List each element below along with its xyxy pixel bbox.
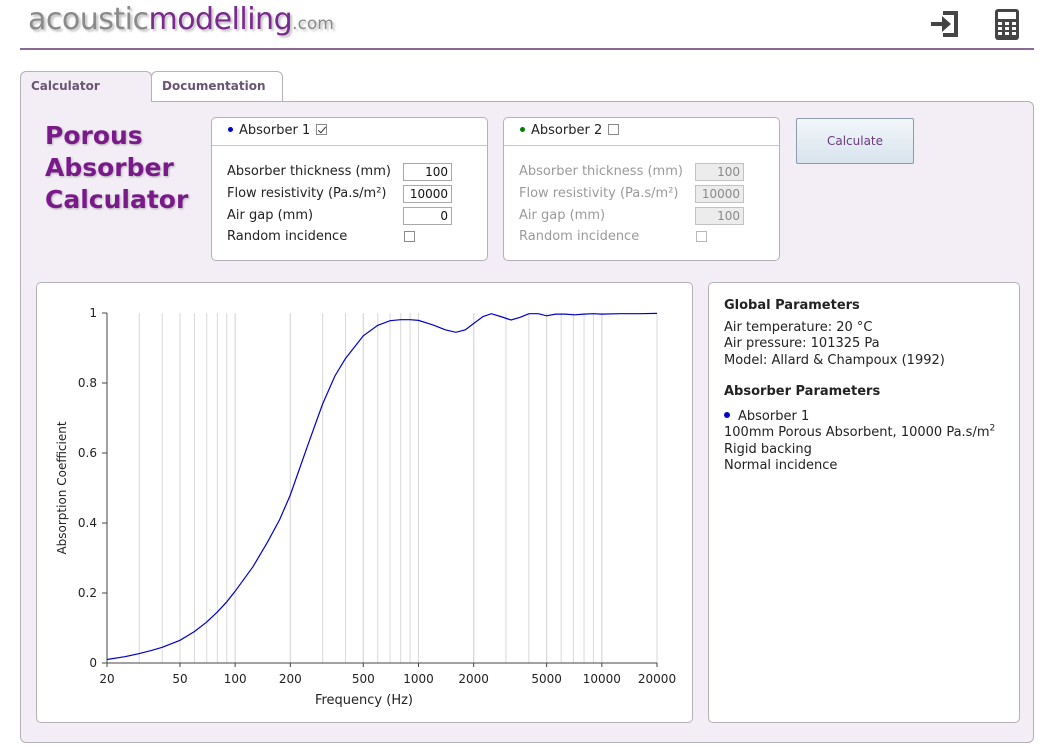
title-line: Calculator: [45, 185, 189, 214]
absorber-1-random-incidence-label: Random incidence: [227, 229, 348, 244]
tab-calculator[interactable]: Calculator: [20, 71, 152, 102]
absorber-2-enable-checkbox[interactable]: [608, 124, 620, 135]
absorber-2-label: Absorber 2: [531, 123, 603, 138]
x-tick-label: 50: [172, 672, 187, 686]
y-tick-label: 0.8: [78, 376, 97, 390]
absorber-1-random-incidence-checkbox[interactable]: [404, 231, 415, 242]
absorber-param-item: Absorber 1: [724, 409, 1019, 426]
absorber-1-header: Absorber 1: [212, 118, 487, 146]
x-tick-label: 20: [99, 672, 114, 686]
absorber-1-thickness-label: Absorber thickness (mm): [227, 164, 391, 179]
x-tick-label: 20000: [638, 672, 676, 686]
calculator-icon[interactable]: [989, 6, 1025, 42]
absorber-param-desc-sup: 2: [989, 423, 996, 434]
absorber-2-thickness-input[interactable]: [695, 163, 744, 181]
calculate-button[interactable]: Calculate: [796, 118, 914, 164]
absorber-1-flow-resistivity-label: Flow resistivity (Pa.s/m²): [227, 186, 387, 201]
absorber-param-item-label: Absorber 1: [738, 408, 810, 424]
absorber-2-random-incidence-label: Random incidence: [519, 229, 640, 244]
logo-part-modelling: modelling: [148, 2, 293, 37]
logo-part-com: .com: [292, 14, 334, 34]
absorber-param-desc-main: 100mm Porous Absorbent, 10000 Pa.s/m: [724, 425, 990, 440]
global-param-line: Model: Allard & Champoux (1992): [724, 352, 945, 368]
x-tick-label: 200: [279, 672, 302, 686]
absorber-1-legend-dot-icon: [724, 412, 730, 418]
absorber-2-air-gap-label: Air gap (mm): [519, 208, 606, 223]
absorber-2-random-incidence-checkbox[interactable]: [696, 231, 707, 242]
absorber-1-label: Absorber 1: [239, 123, 311, 138]
x-tick-label: 2000: [458, 672, 489, 686]
absorber-1-thickness-input[interactable]: [403, 163, 452, 181]
absorber-parameters-heading: Absorber Parameters: [724, 384, 881, 399]
absorber-param-description: 100mm Porous Absorbent, 10000 Pa.s/m2: [724, 423, 1019, 442]
header-divider: [20, 48, 1034, 50]
x-axis-label: Frequency (Hz): [315, 693, 413, 708]
title-line: Absorber: [45, 153, 174, 182]
absorber-1-air-gap-input[interactable]: [403, 207, 452, 225]
site-logo[interactable]: acousticmodelling.com: [28, 2, 334, 37]
absorber-param-line: Normal incidence: [724, 458, 838, 473]
y-tick-label: 0: [89, 656, 97, 670]
y-tick-label: 0.4: [78, 516, 97, 530]
parameters-panel: Global Parameters Air temperature: 20 °C…: [708, 282, 1020, 723]
y-tick-label: 0.6: [78, 446, 97, 460]
x-tick-label: 1000: [403, 672, 434, 686]
x-tick-label: 100: [224, 672, 247, 686]
absorber-2-dot-icon: [520, 127, 525, 132]
y-tick-label: 0.2: [78, 586, 97, 600]
series-line-absorber-1: [106, 312, 658, 661]
sign-in-icon[interactable]: [927, 6, 963, 42]
absorber-2-thickness-label: Absorber thickness (mm): [519, 164, 683, 179]
absorber-1-enable-checkbox[interactable]: [316, 124, 328, 135]
absorber-2-flow-resistivity-input[interactable]: [695, 185, 744, 203]
logo-part-acoustic: acoustic: [28, 2, 149, 37]
x-tick-label: 5000: [531, 672, 562, 686]
absorber-1-air-gap-label: Air gap (mm): [227, 208, 314, 223]
global-param-line: Air temperature: 20 °C: [724, 319, 873, 335]
absorber-2-flow-resistivity-label: Flow resistivity (Pa.s/m²): [519, 186, 679, 201]
absorption-chart: 0 0.2 0.4 0.6 0.8 1 20 50 100 200 500 1000 2000 5000 1…: [36, 282, 693, 723]
absorber-2-air-gap-input[interactable]: [695, 207, 744, 225]
absorber-1-dot-icon: [228, 127, 233, 132]
absorber-2-panel: Absorber 2 Absorber thickness (mm) Flow …: [503, 117, 780, 261]
absorber-2-header: Absorber 2: [504, 118, 779, 146]
tab-documentation[interactable]: Documentation: [151, 71, 283, 101]
x-tick-label: 10000: [583, 672, 621, 686]
absorber-1-panel: Absorber 1 Absorber thickness (mm) Flow …: [211, 117, 488, 261]
absorber-1-flow-resistivity-input[interactable]: [403, 185, 452, 203]
y-tick-label: 1: [89, 306, 97, 320]
absorption-chart-svg: 0 0.2 0.4 0.6 0.8 1 20 50 100 200 500 1000 2000 5000 1…: [55, 306, 676, 708]
x-tick-label: 500: [352, 672, 375, 686]
page-title: Porous Absorber Calculator: [45, 120, 188, 216]
absorber-param-line: Rigid backing: [724, 441, 812, 457]
global-parameters-heading: Global Parameters: [724, 298, 860, 313]
global-param-line: Air pressure: 101325 Pa: [724, 336, 880, 351]
y-axis-label: Absorption Coefficient: [55, 421, 69, 554]
title-line: Porous: [45, 121, 143, 150]
